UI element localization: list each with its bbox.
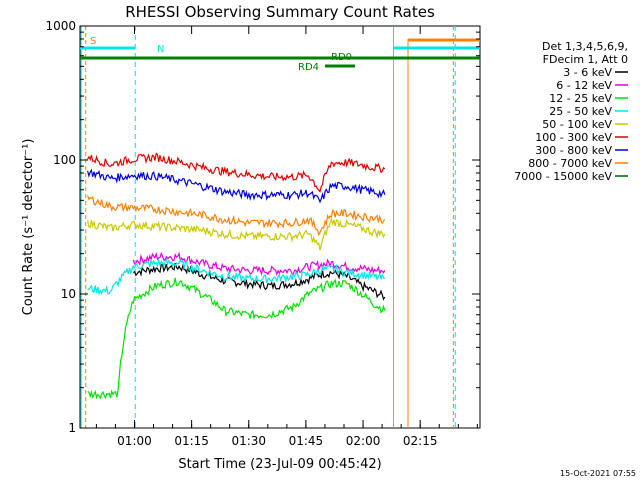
series-6-12-kev [132,251,386,277]
x-tick-label: 01:45 [289,434,324,448]
rd4-flag-label: RD4 [298,62,319,73]
legend-header: Det 1,3,4,5,6,9, [542,40,628,53]
plot-frame [79,25,481,429]
series-50-100-kev [87,217,386,251]
flag-layer: S N RD0 RD4 [80,26,480,428]
legend-entry-label: 12 - 25 keV [549,92,612,105]
rd0-flag-label: RD0 [331,52,352,63]
chart-title: RHESSI Observing Summary Count Rates [125,3,435,21]
legend-entry-label: 300 - 800 keV [535,144,612,157]
x-tick-label: 02:15 [403,434,438,448]
legend-header: FDecim 1, Att 0 [543,53,628,66]
series-25-50-kev [87,258,386,296]
legend-entry-label: 50 - 100 keV [542,118,612,131]
series-100-300-kev [87,152,386,193]
x-tick-label: 01:00 [117,434,152,448]
n-flag-label: N [157,44,164,55]
y-tick-label: 1000 [45,19,76,33]
legend-entry-label: 25 - 50 keV [549,105,612,118]
y-tick-label: 1 [68,421,76,435]
x-tick-label: 02:00 [346,434,381,448]
legend: Det 1,3,4,5,6,9,FDecim 1, Att 03 - 6 keV… [514,40,628,183]
legend-entry-label: 800 - 7000 keV [528,157,612,170]
legend-entry-label: 6 - 12 keV [556,79,612,92]
legend-entry-label: 3 - 6 keV [563,66,612,79]
x-tick-label: 01:15 [174,434,209,448]
x-axis-label: Start Time (23-Jul-09 00:45:42) [178,457,381,472]
y-tick-label: 10 [61,287,76,301]
series-300-800-kev [87,168,386,204]
axis-layer: 1 10 100 1000 01:00 01:15 01:30 01:45 02:00 02:15 [45,19,480,448]
footer-date: 15-Oct-2021 07:55 [560,469,636,478]
y-tick-label: 100 [53,153,76,167]
series-12-25-kev [87,277,386,400]
series-layer [87,152,386,400]
s-flag-label: S [90,36,96,47]
legend-entry-label: 100 - 300 keV [535,131,612,144]
series-800-7000-kev [87,195,386,237]
x-tick-label: 01:30 [231,434,266,448]
y-axis-label: Count Rate (s⁻¹ detector⁻¹) [21,139,36,316]
legend-entry-label: 7000 - 15000 keV [514,170,612,183]
